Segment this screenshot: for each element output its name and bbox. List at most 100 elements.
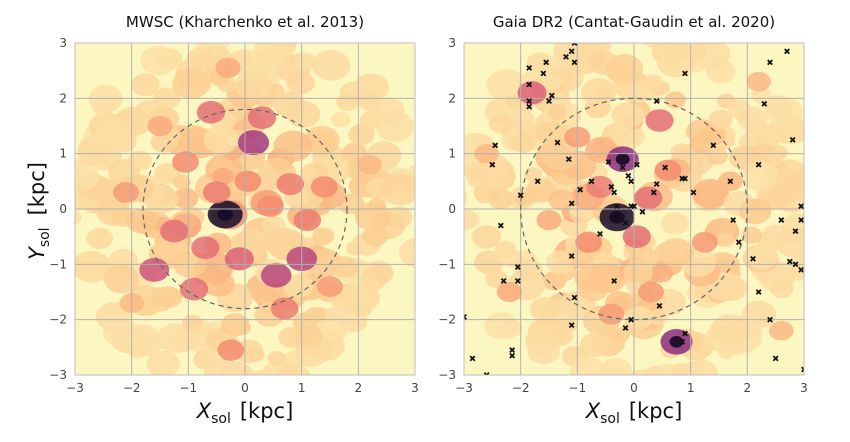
cluster-marker — [798, 266, 804, 273]
cluster-marker — [565, 156, 572, 163]
density-blob — [611, 102, 644, 129]
axis-ticks: −3 −2 −1 0 1 2 3 3 2 1 0 −1 −2 −3 — [49, 36, 419, 395]
density-blob — [131, 73, 160, 97]
cluster-marker — [546, 98, 552, 105]
cluster-marker — [653, 98, 660, 105]
cluster-marker — [622, 325, 629, 331]
density-blob — [212, 167, 234, 185]
density-blob — [172, 174, 192, 190]
density-blob — [638, 281, 664, 303]
density-blob — [147, 115, 173, 137]
density-peak — [615, 153, 630, 165]
density-blob — [130, 150, 149, 166]
density-blob — [233, 320, 252, 335]
x-tick-label: −1 — [179, 381, 197, 395]
cluster-marker — [540, 70, 547, 77]
x-tick-label: −3 — [455, 381, 473, 395]
cluster-marker — [772, 355, 779, 362]
density-blob — [77, 138, 113, 167]
cluster-marker — [631, 203, 637, 210]
density-blob — [654, 242, 679, 262]
density-blob — [263, 227, 300, 257]
density-blob — [276, 365, 301, 375]
y-tick-label: −2 — [49, 313, 67, 327]
density-blob — [372, 97, 405, 124]
density-blob — [204, 358, 242, 375]
cluster-marker — [571, 294, 578, 301]
density-blob — [710, 314, 751, 346]
cluster-marker — [792, 228, 799, 235]
density-blob — [559, 317, 578, 333]
density-blob — [691, 231, 718, 253]
density-blob — [526, 187, 545, 202]
cluster-marker — [789, 136, 796, 143]
density-blob — [689, 133, 715, 154]
density-blob — [517, 81, 547, 105]
density-blob — [548, 189, 575, 211]
cluster-marker — [662, 164, 669, 171]
density-blob — [273, 91, 305, 117]
cluster-marker — [767, 316, 773, 323]
cluster-marker — [509, 352, 516, 359]
x-tick-label: 2 — [355, 381, 363, 395]
cluster-marker — [625, 172, 632, 179]
density-blob — [539, 138, 580, 171]
density-blob — [75, 250, 112, 283]
density-blob — [526, 52, 553, 73]
x-tick-label: 1 — [687, 381, 695, 395]
density-blob — [527, 337, 561, 364]
density-blob — [716, 232, 735, 248]
density-blob — [191, 236, 220, 259]
density-peak — [217, 208, 233, 221]
density-blob — [598, 303, 625, 325]
density-blob — [126, 208, 158, 234]
x-tick-label: −3 — [66, 381, 84, 395]
density-blob — [354, 73, 390, 102]
cluster-marker — [497, 222, 504, 229]
density-blob — [739, 198, 772, 225]
density-blob — [510, 133, 536, 153]
cluster-marker — [568, 322, 575, 329]
density-blob — [312, 227, 335, 246]
density-blob — [172, 151, 199, 173]
axes-frame — [74, 42, 416, 376]
cluster-marker — [568, 253, 575, 259]
cluster-marker — [611, 277, 618, 284]
density-blob — [599, 357, 632, 375]
cluster-marker — [517, 192, 524, 199]
cluster-marker — [784, 48, 790, 55]
cluster-marker — [605, 159, 612, 165]
cluster-marker — [571, 59, 578, 66]
cluster-marker — [798, 217, 804, 224]
cluster-marker — [682, 330, 688, 337]
density-blob — [348, 124, 375, 146]
y-tick-label: 0 — [448, 202, 456, 216]
y-tick-label: 1 — [448, 147, 456, 161]
x-tick-label: 3 — [800, 381, 808, 395]
cluster-marker — [554, 139, 561, 146]
density-blob — [360, 268, 387, 290]
cluster-marker — [526, 98, 533, 105]
density-blob — [293, 209, 322, 232]
x-tick-label: 2 — [744, 381, 752, 395]
density-blob — [311, 50, 351, 81]
cluster-marker — [750, 255, 756, 262]
cluster-markers — [464, 43, 804, 375]
density-blob — [273, 130, 313, 162]
cluster-marker — [619, 164, 626, 171]
x-axis-label: Xsol [kpc] — [585, 399, 683, 427]
density-blob — [75, 210, 82, 225]
density-blob — [740, 111, 761, 128]
cluster-marker — [534, 178, 541, 185]
cluster-marker — [786, 258, 793, 265]
density-blob — [379, 173, 415, 206]
y-tick-label: −1 — [438, 257, 456, 271]
density-blob — [612, 123, 645, 150]
density-blob — [283, 274, 314, 298]
density-blob — [303, 125, 340, 155]
cluster-marker — [571, 43, 578, 46]
density-blob — [181, 314, 203, 332]
density-blob — [569, 356, 606, 375]
cluster-marker — [614, 214, 620, 221]
cluster-marker — [464, 313, 467, 320]
